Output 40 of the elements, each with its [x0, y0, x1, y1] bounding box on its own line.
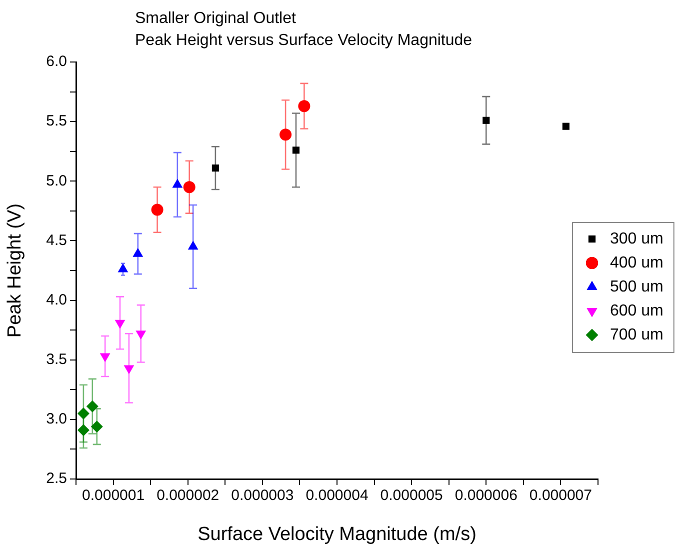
y-tick-label: 5.5: [46, 112, 67, 130]
point: [280, 128, 292, 141]
point: [90, 420, 103, 433]
point: [482, 116, 490, 124]
x-tick-label: 0.000004: [306, 487, 368, 504]
legend-label: 300 um: [610, 230, 664, 248]
point: [292, 146, 300, 154]
x-tick-label: 0.000006: [454, 487, 518, 504]
point: [183, 181, 196, 194]
y-axis-title: Peak Height (V): [4, 203, 26, 338]
point: [100, 353, 110, 362]
y-tick-label: 3.0: [46, 410, 67, 428]
legend-label: 600 um: [610, 302, 664, 320]
y-tick-label: 5.0: [46, 172, 67, 190]
point: [298, 100, 310, 112]
point: [124, 365, 134, 374]
x-tick-label: 0.000005: [380, 487, 443, 504]
point: [86, 400, 98, 412]
x-tick-label: 0.000002: [156, 487, 220, 504]
y-tick-label: 4.0: [46, 291, 67, 308]
point: [212, 164, 219, 172]
chart-subtitle: Peak Height versus Surface Velocity Magnitude: [135, 31, 472, 51]
point: [562, 122, 570, 130]
legend-label: 700 um: [610, 326, 664, 344]
point: [114, 320, 126, 329]
y-tick-label: 6.0: [46, 53, 67, 70]
x-tick-label: 0.000003: [231, 487, 294, 504]
x-axis-title: Surface Velocity Magnitude (m/s): [198, 524, 476, 545]
x-tick-label: 0.000007: [529, 487, 592, 504]
point: [77, 424, 90, 436]
point: [77, 407, 90, 420]
y-tick-label: 3.5: [46, 351, 67, 368]
legend-label: 500 um: [610, 278, 664, 296]
legend-label: 400 um: [610, 254, 664, 272]
y-tick-label: 4.5: [46, 232, 67, 249]
x-tick-label: 0.000001: [82, 487, 145, 504]
point: [136, 330, 146, 340]
point: [151, 204, 164, 216]
y-tick-label: 2.5: [46, 470, 67, 488]
chart-title: Smaller Original Outlet: [135, 9, 297, 29]
